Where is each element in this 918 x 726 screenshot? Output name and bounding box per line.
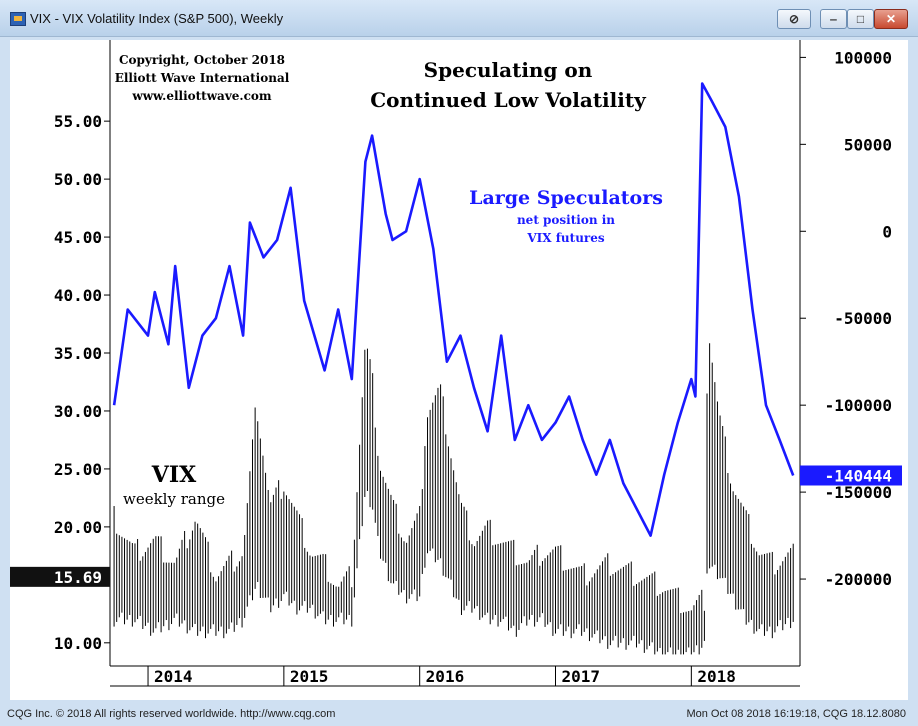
- right-tick-label: -200000: [825, 570, 892, 589]
- close-button[interactable]: ✕: [874, 9, 908, 29]
- copyright-line-3: www.elliottwave.com: [131, 89, 272, 103]
- vix-sublabel: weekly range: [123, 490, 225, 508]
- maximize-icon: □: [856, 12, 865, 26]
- chart-title-line-1: Speculating on: [424, 58, 593, 82]
- pin-icon: ⊘: [788, 12, 800, 26]
- left-axis-ticks: 55.00 50.00 45.00 40.00 35.00 30.00 25.00 20.00…: [54, 112, 110, 653]
- right-tick-label: 0: [882, 222, 892, 241]
- x-tick-label: 2017: [562, 667, 601, 686]
- speculators-series: [112, 82, 795, 537]
- status-bar: CQG Inc. © 2018 All rights reserved worl…: [0, 702, 918, 726]
- speculators-sublabel-2: VIX futures: [526, 231, 605, 245]
- speculators-line: [112, 82, 795, 537]
- speculators-label: Large Speculators: [469, 187, 663, 209]
- vix-last-value-badge: [10, 566, 110, 587]
- footer-timestamp: Mon Oct 08 2018 16:19:18, CQG 18.12.8080: [686, 708, 906, 720]
- window-title: VIX - VIX Volatility Index (S&P 500), We…: [30, 11, 284, 26]
- minimize-button[interactable]: ‒: [820, 9, 847, 29]
- vix-label: VIX: [151, 462, 197, 488]
- maximize-button[interactable]: □: [847, 9, 874, 29]
- x-tick-label: 2015: [290, 667, 329, 686]
- vix-chart: Copyright, October 2018 Elliott Wave Int…: [10, 40, 902, 687]
- left-tick-label: 45.00: [54, 228, 102, 247]
- chart-app-icon: [10, 12, 26, 26]
- right-axis-ticks: 100000 50000 0 -50000 -100000 -150000 -200000: [800, 48, 892, 589]
- title-bar[interactable]: VIX - VIX Volatility Index (S&P 500), We…: [0, 0, 918, 37]
- left-tick-label: 30.00: [54, 402, 102, 421]
- vix-last-value: 15.69: [54, 568, 102, 587]
- x-axis-labels: 2014 2015 2016 2017 2018: [147, 666, 736, 686]
- left-tick-label: 20.00: [54, 518, 102, 537]
- right-tick-label: 100000: [834, 48, 892, 67]
- copyright-line-2: Elliott Wave International: [115, 71, 290, 85]
- speculators-last-value: -140444: [825, 466, 892, 485]
- speculators-last-value-badge: [800, 465, 902, 486]
- left-tick-label: 50.00: [54, 170, 102, 189]
- pin-button[interactable]: ⊘: [777, 9, 811, 29]
- left-tick-label: 35.00: [54, 344, 102, 363]
- left-tick-label: 10.00: [54, 634, 102, 653]
- x-tick-label: 2018: [697, 667, 736, 686]
- right-tick-label: -100000: [825, 396, 892, 415]
- right-tick-label: -150000: [825, 483, 892, 502]
- copyright-line-1: Copyright, October 2018: [119, 53, 285, 67]
- x-tick-label: 2014: [154, 667, 193, 686]
- vix-range-bars: [113, 343, 794, 655]
- minimize-icon: ‒: [830, 12, 837, 26]
- speculators-sublabel-1: net position in: [517, 213, 615, 227]
- last-value-badges: 15.69 -140444: [10, 465, 902, 587]
- right-tick-label: 50000: [844, 135, 892, 154]
- x-tick-label: 2016: [426, 667, 465, 686]
- footer-copyright: CQG Inc. © 2018 All rights reserved worl…: [7, 708, 336, 720]
- left-tick-label: 55.00: [54, 112, 102, 131]
- left-tick-label: 25.00: [54, 460, 102, 479]
- chart-area: Copyright, October 2018 Elliott Wave Int…: [10, 40, 908, 700]
- left-tick-label: 40.00: [54, 286, 102, 305]
- close-icon: ✕: [885, 12, 897, 26]
- right-tick-label: -50000: [834, 309, 892, 328]
- chart-title-line-2: Continued Low Volatility: [370, 88, 647, 112]
